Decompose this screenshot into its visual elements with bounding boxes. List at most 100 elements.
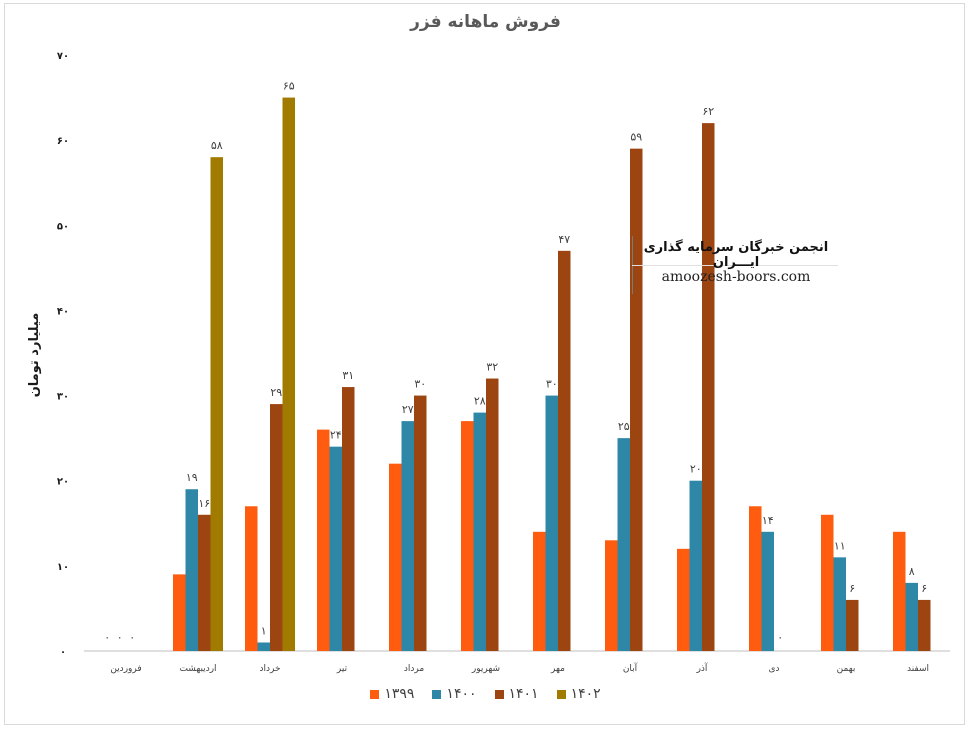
bar xyxy=(617,438,630,651)
bar xyxy=(210,157,223,651)
data-label: ۲۵ xyxy=(618,420,630,433)
bar xyxy=(270,404,283,651)
legend-swatch xyxy=(556,689,566,699)
legend-swatch xyxy=(432,689,442,699)
bar xyxy=(198,514,211,651)
data-label: ۰ xyxy=(104,631,110,644)
y-tick-label: ۵۰ xyxy=(57,221,69,232)
category-label: تیر xyxy=(336,664,348,674)
legend-label: ۱۳۹۹ xyxy=(384,686,415,702)
data-labels: ۰ ۰ ۰۱۹۱۶۵۸۱۲۹۶۵۲۴۳۱۲۷۳۰۲۸۳۲۳۰۴۷۲۵۵۹۲۰۶۲۱۴… xyxy=(104,80,927,644)
legend: ۱۳۹۹ ۱۴۰۰ ۱۴۰۱ ۱۴۰۲ xyxy=(0,686,971,702)
bar xyxy=(257,642,270,651)
data-label: ۶ xyxy=(921,582,927,595)
category-label: مرداد xyxy=(404,664,424,674)
category-label: شهریور xyxy=(471,664,500,674)
bar xyxy=(173,574,186,651)
category-label: آبان xyxy=(623,662,638,674)
y-tick-label: ۱۰ xyxy=(57,562,69,573)
bar xyxy=(689,480,702,651)
y-tick-label: ۲۰ xyxy=(57,477,69,488)
bar xyxy=(893,531,906,651)
watermark-persian-text: انجمن خبرگان سرمایه گذاری ایـــران xyxy=(643,240,829,270)
bar xyxy=(317,429,330,651)
legend-label: ۱۴۰۰ xyxy=(446,686,477,702)
data-label: ۶۲ xyxy=(702,105,714,118)
y-tick-label: ۰ xyxy=(60,647,66,658)
bar xyxy=(630,148,643,651)
y-axis-ticks: ۰ ۱۰ ۲۰ ۳۰ ۴۰ ۵۰ ۶۰ ۷۰ xyxy=(57,51,69,658)
bar xyxy=(833,557,846,651)
category-label: بهمن xyxy=(837,664,856,674)
data-label: ۰ xyxy=(777,631,783,644)
y-axis-label: میلیارد تومان xyxy=(27,313,42,398)
y-tick-label: ۳۰ xyxy=(57,392,69,403)
data-label: ۰ xyxy=(129,631,135,644)
data-label: ۵۹ xyxy=(630,131,642,144)
data-label: ۲۰ xyxy=(690,463,702,476)
category-label: اردیبهشت xyxy=(179,664,216,674)
bar xyxy=(846,599,859,651)
bar xyxy=(761,531,774,651)
watermark-english-text: amoozesh-boors.com xyxy=(661,269,811,285)
chart-frame xyxy=(4,3,965,725)
bar xyxy=(414,395,427,651)
data-label: ۳۱ xyxy=(342,369,354,382)
y-tick-label: ۴۰ xyxy=(57,306,69,317)
data-label: ۲۸ xyxy=(474,395,486,408)
bar xyxy=(473,412,486,651)
data-label: ۰ xyxy=(117,631,123,644)
category-label: آذر xyxy=(696,662,708,674)
data-label: ۱۱ xyxy=(834,539,846,552)
data-label: ۶۵ xyxy=(283,80,295,93)
category-label: خرداد xyxy=(259,664,280,674)
bar xyxy=(342,387,355,651)
category-labels: فروردین اردیبهشت خرداد تیر مرداد شهریور مهر آبا… xyxy=(110,662,929,674)
chart-title: فروش ماهانه فزر xyxy=(410,12,561,32)
data-label: ۲۴ xyxy=(330,429,342,442)
y-tick-label: ۶۰ xyxy=(57,136,69,147)
bar xyxy=(677,548,690,651)
bar xyxy=(821,514,834,651)
data-label: ۵۸ xyxy=(211,139,223,152)
bar xyxy=(702,123,715,652)
data-label: ۱۶ xyxy=(198,497,210,510)
category-label: اسفند xyxy=(907,664,929,674)
data-label: ۸ xyxy=(909,565,915,578)
data-label: ۳۲ xyxy=(486,361,498,374)
data-label: ۴۷ xyxy=(558,233,570,246)
y-tick-label: ۷۰ xyxy=(57,51,69,62)
category-label: فروردین xyxy=(110,664,141,674)
watermark: انجمن خبرگان سرمایه گذاری ایـــران amooz… xyxy=(632,236,838,294)
bar xyxy=(329,446,342,651)
bar xyxy=(486,378,499,651)
watermark-divider xyxy=(632,265,838,266)
bar xyxy=(185,489,198,651)
bar xyxy=(389,463,402,651)
legend-item: ۱۴۰۱ xyxy=(494,686,539,702)
data-label: ۳۰ xyxy=(414,378,426,391)
bar xyxy=(605,540,618,651)
bar xyxy=(905,582,918,651)
legend-swatch xyxy=(370,689,380,699)
category-label: مهر xyxy=(550,664,565,674)
bar xyxy=(245,506,258,651)
category-label: دی xyxy=(768,664,779,674)
bar xyxy=(282,97,295,652)
data-label: ۲۹ xyxy=(270,386,282,399)
bar xyxy=(545,395,558,651)
data-label: ۳۰ xyxy=(546,378,558,391)
bar xyxy=(558,250,571,652)
bar xyxy=(401,421,414,651)
legend-swatch xyxy=(494,689,504,699)
data-label: ۲۷ xyxy=(402,403,414,416)
legend-label: ۱۴۰۱ xyxy=(508,686,539,702)
legend-item: ۱۴۰۰ xyxy=(432,686,477,702)
legend-item: ۱۳۹۹ xyxy=(370,686,414,702)
legend-label: ۱۴۰۲ xyxy=(570,686,601,702)
bars xyxy=(173,97,931,652)
bar xyxy=(461,421,474,651)
data-label: ۱ xyxy=(261,624,267,637)
data-label: ۱۹ xyxy=(186,471,198,484)
